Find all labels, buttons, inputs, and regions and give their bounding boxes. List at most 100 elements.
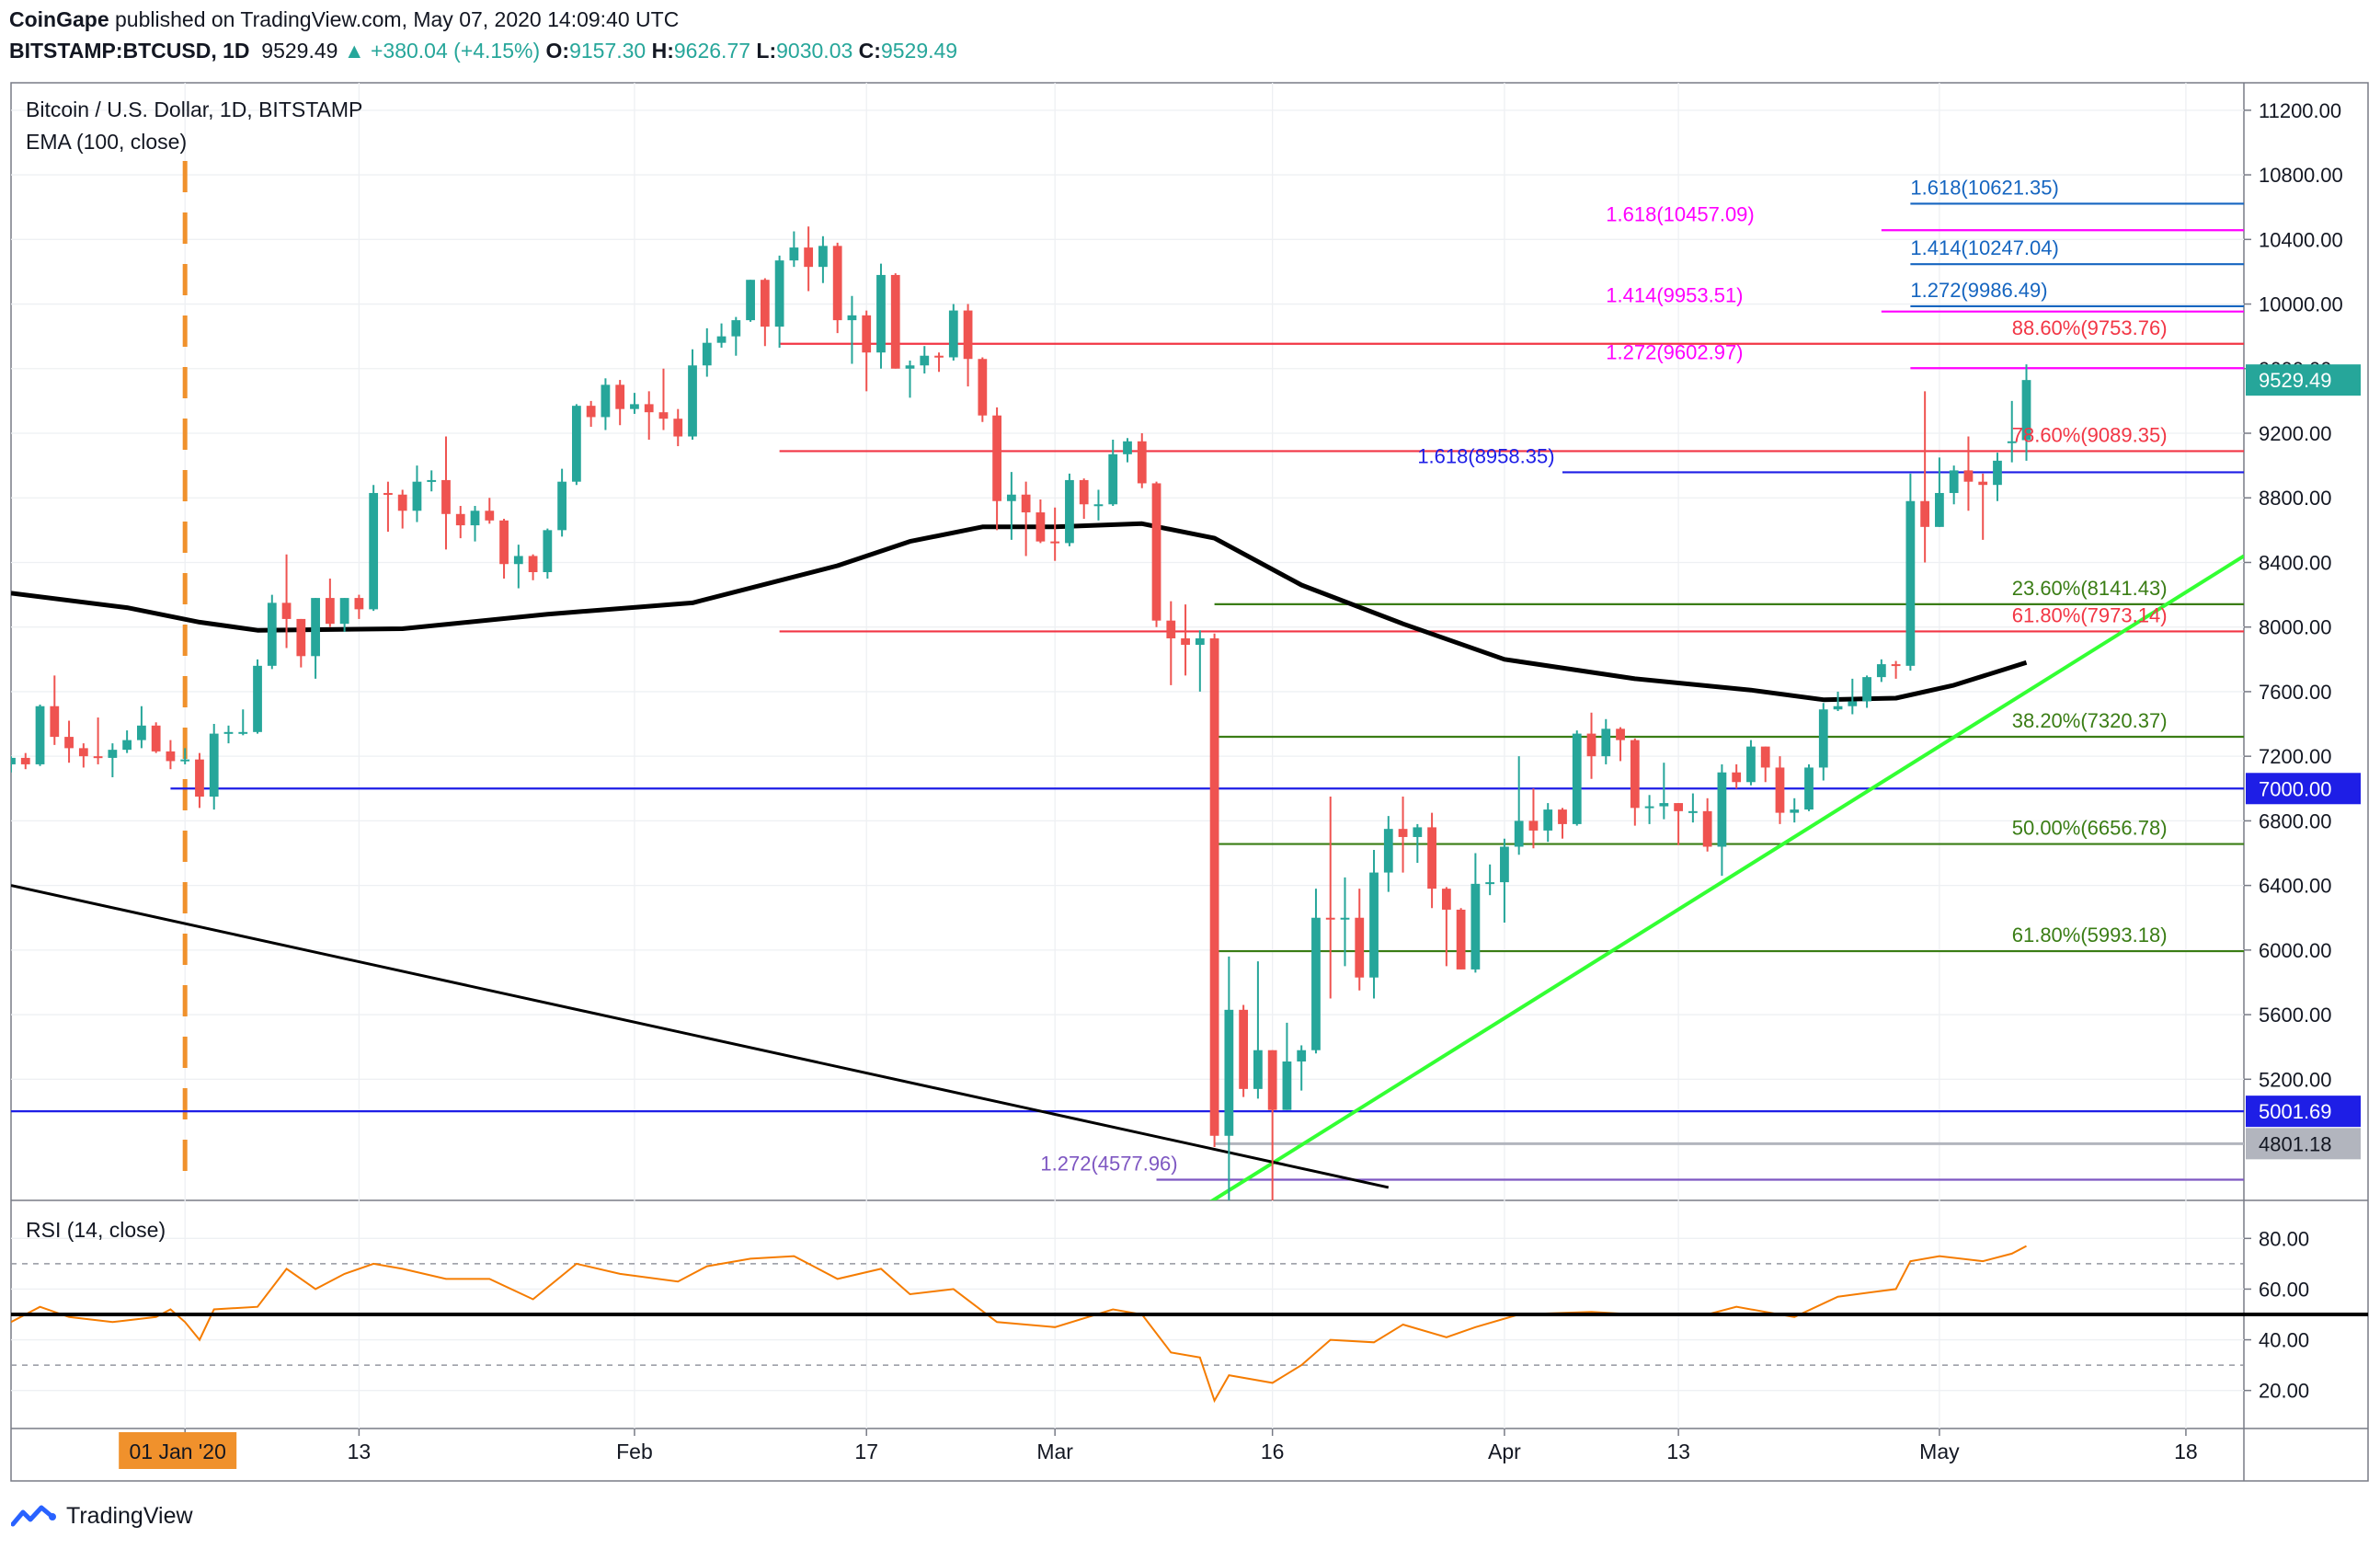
candle-bull	[339, 598, 349, 632]
up-triangle-icon: ▲	[343, 39, 365, 63]
candle-body	[2007, 441, 2017, 443]
candle-bear	[1586, 712, 1596, 779]
time-label: 18	[2174, 1440, 2198, 1463]
candle-bull	[731, 316, 741, 356]
price-tick-label: 11200.00	[2259, 99, 2341, 122]
candle-bear	[281, 554, 292, 648]
candle-bear	[1036, 499, 1046, 544]
candle-body	[615, 384, 625, 409]
candle-body	[702, 342, 712, 366]
candle-body	[383, 492, 393, 495]
candle-bear	[1239, 1004, 1249, 1097]
price-tick-label: 6800.00	[2259, 809, 2332, 832]
candle-bear	[383, 481, 393, 533]
rsi-tick-label: 40.00	[2259, 1329, 2309, 1352]
candle-bull	[1297, 1045, 1307, 1091]
price-badge-bg	[2246, 773, 2361, 805]
candle-bear	[441, 436, 451, 550]
symbol[interactable]: BITSTAMP:BTCUSD, 1D	[9, 39, 250, 63]
fib-level-label: 88.60%(9753.76)	[2012, 316, 2168, 339]
candle-bear	[760, 278, 770, 347]
price-badge-bg	[2246, 364, 2361, 396]
candle-bull	[1804, 763, 1814, 811]
candle-body	[296, 618, 306, 657]
candle-body	[1036, 512, 1046, 542]
candle-bear	[1021, 481, 1031, 556]
candle-body	[369, 492, 379, 610]
candle-body	[1528, 820, 1539, 831]
candle-bull	[571, 404, 581, 486]
candle-bull	[948, 304, 958, 361]
candle-bear	[832, 242, 842, 334]
price-tick-label: 10800.00	[2259, 164, 2343, 187]
candle-bear	[296, 618, 306, 668]
price-badge-bg	[2246, 1128, 2361, 1160]
candle-bull	[1862, 675, 1871, 708]
candle-bull	[789, 231, 799, 268]
time-label: 16	[1261, 1440, 1285, 1463]
rsi-tick-label: 20.00	[2259, 1380, 2309, 1403]
price-badge-bg	[2246, 1096, 2361, 1128]
candle-body	[1093, 504, 1104, 507]
time-label: Mar	[1036, 1440, 1073, 1463]
candle-bull	[1006, 472, 1016, 540]
candle-body	[93, 756, 103, 759]
candle-bull	[818, 235, 828, 283]
candle-bull	[1108, 440, 1118, 507]
candle-bull	[1644, 795, 1654, 824]
ema-legend: EMA (100, close)	[26, 130, 187, 154]
time-label: Feb	[616, 1440, 653, 1463]
candle-body	[1151, 483, 1161, 621]
candle-body	[1427, 827, 1436, 889]
candle-body	[586, 406, 596, 418]
candle-bear	[1732, 763, 1742, 789]
rsi-tick-label: 60.00	[2259, 1278, 2309, 1301]
rsi-legend: RSI (14, close)	[26, 1218, 166, 1242]
candle-body	[1500, 846, 1509, 883]
fib-level-label: 1.414(10247.04)	[1910, 236, 2058, 259]
chart-frame	[10, 82, 2369, 1482]
candle-body	[151, 725, 161, 752]
candle-bull	[1485, 864, 1495, 896]
candle-bear	[992, 407, 1001, 531]
candle-body	[832, 246, 842, 321]
candle-body	[441, 479, 451, 514]
candle-body	[209, 733, 219, 797]
candle-bull	[1601, 718, 1611, 764]
main-pane	[11, 202, 2244, 1200]
candle-body	[1616, 729, 1625, 740]
candle-bull	[1413, 823, 1423, 864]
candle-bull	[238, 709, 248, 736]
tradingview-footer[interactable]: TradingView	[11, 1499, 193, 1532]
candle-bear	[1558, 808, 1567, 839]
candle-bull	[1659, 763, 1669, 820]
candle-bull	[1876, 659, 1886, 683]
candle-body	[64, 737, 74, 749]
candle-bear	[1702, 797, 1712, 852]
candle-body	[1905, 500, 1916, 666]
candle-body	[716, 336, 727, 343]
candle-bear	[978, 357, 988, 422]
candle-body	[601, 384, 611, 418]
price-change: +380.04 (+4.15%)	[370, 39, 541, 63]
candle-bear	[963, 304, 973, 387]
candle-body	[238, 731, 248, 734]
candle-bear	[151, 722, 161, 753]
low-label: L:	[756, 39, 777, 63]
candle-bear	[1920, 391, 1930, 563]
candle-body	[1079, 479, 1089, 505]
open-value: 9157.30	[569, 39, 646, 63]
candle-body	[688, 365, 697, 437]
candle-bull	[1833, 691, 1843, 711]
candle-bull	[1253, 961, 1263, 1099]
candle-bull	[137, 706, 146, 749]
candle-body	[1383, 829, 1393, 873]
candle-body	[1862, 677, 1871, 702]
candle-bear	[1355, 889, 1365, 991]
fib-level-label: 1.618(10457.09)	[1606, 202, 1754, 225]
price-tick-label: 10400.00	[2259, 228, 2343, 251]
candle-body	[1558, 809, 1567, 824]
candle-bull	[311, 598, 320, 679]
candle-bear	[485, 498, 495, 524]
publisher-name[interactable]: CoinGape	[9, 7, 109, 31]
